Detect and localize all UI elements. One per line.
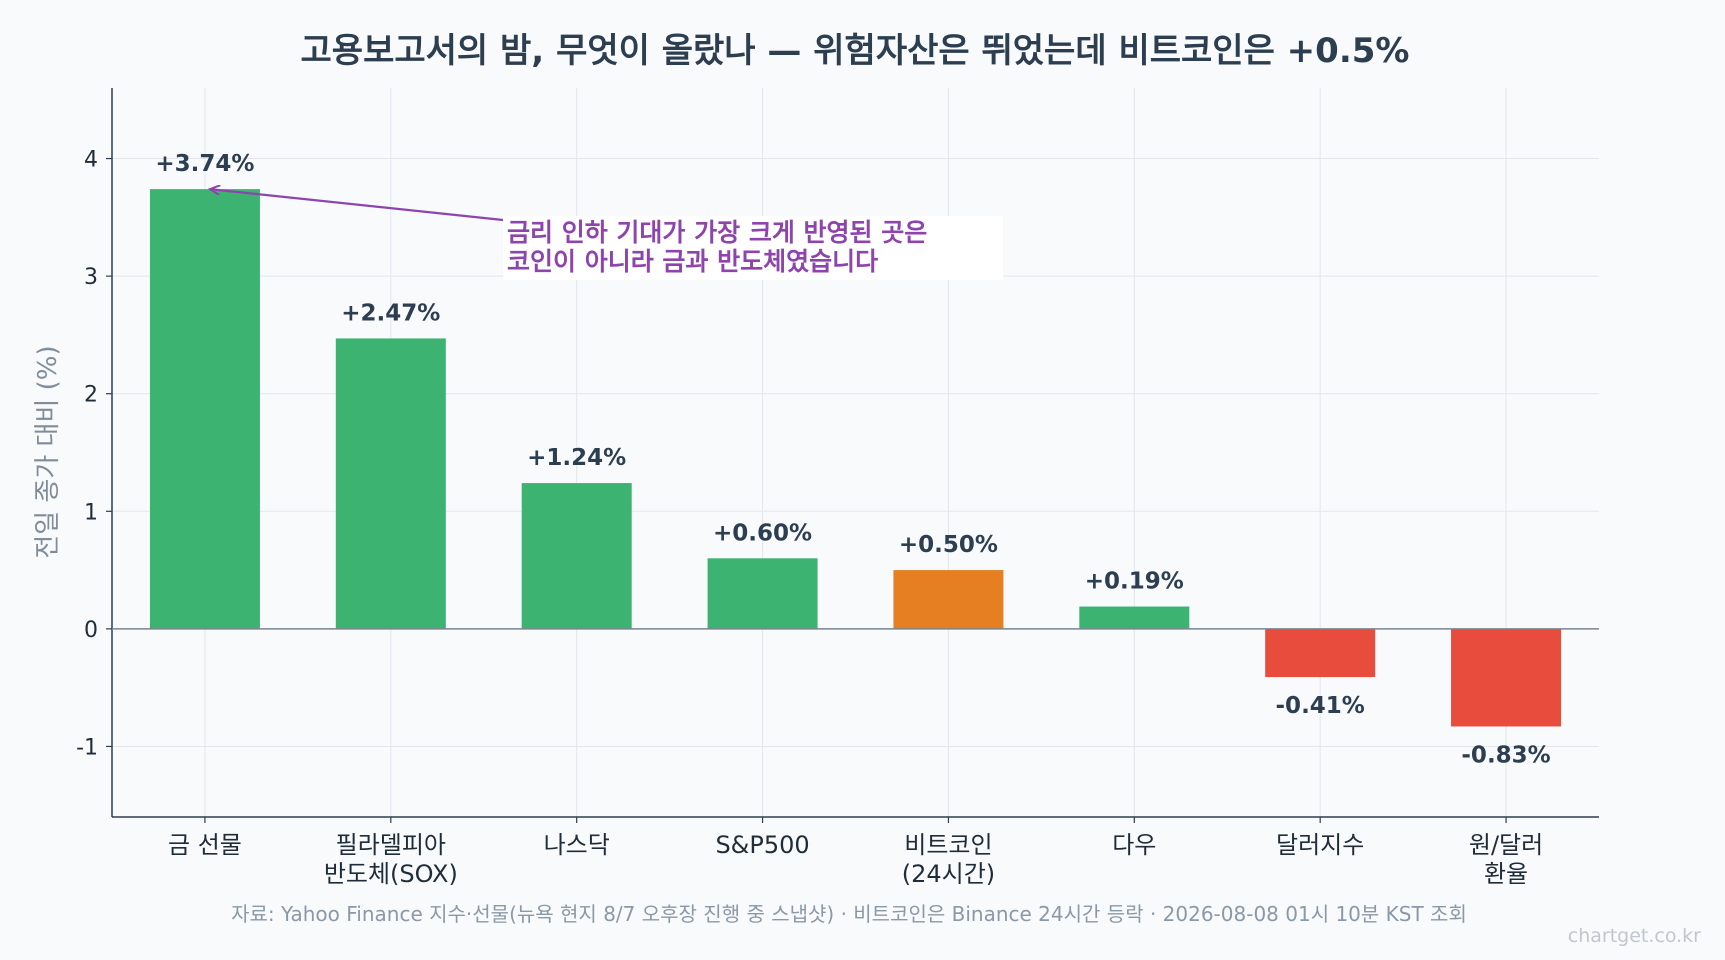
bar (1265, 628, 1376, 678)
data-label: +3.74% (155, 151, 254, 177)
data-label: +2.47% (341, 300, 440, 326)
y-tick-label: 1 (84, 500, 98, 525)
data-label: +0.60% (713, 520, 812, 546)
bar (1079, 606, 1190, 629)
grid (112, 88, 1599, 817)
y-tick-label: 2 (84, 383, 98, 408)
tick-labels: -1 0 1 2 3 4 금 선물 필라델피아 반도체(SOX) 나스닥 S&P500 비트코인 (24… (76, 148, 1543, 888)
annotation: 금리 인하 기대가 가장 크게 반영된 곳은 코인이 아니라 금과 반도체였습니다 (210, 189, 1003, 280)
annotation-text: 금리 인하 기대가 가장 크게 반영된 곳은 코인이 아니라 금과 반도체였습니다 (507, 218, 927, 276)
bar (893, 570, 1004, 629)
bar (335, 338, 446, 629)
data-label: -0.41% (1276, 693, 1365, 719)
data-label: +1.24% (527, 445, 626, 471)
annotation-arrow (210, 189, 504, 222)
data-label: +0.50% (899, 532, 998, 558)
x-tick-label: 나스닥 (544, 831, 610, 859)
x-tick-label: 달러지수 (1276, 831, 1364, 859)
data-label: -0.83% (1461, 742, 1550, 768)
y-axis-label: 전일 종가 대비 (%) (33, 345, 63, 558)
y-tick-label: 0 (84, 618, 98, 643)
data-labels: +3.74% +2.47% +1.24% +0.60% +0.50% +0.19% -0.4… (155, 151, 1550, 768)
x-tick-label: 필라델피아 반도체(SOX) (324, 831, 458, 888)
source-note: 자료: Yahoo Finance 지수·선물(뉴욕 현지 8/7 오후장 진행… (231, 902, 1467, 926)
bars (149, 189, 1562, 727)
bar (149, 189, 260, 629)
x-tick-label: S&P500 (715, 831, 809, 859)
axes (111, 88, 1599, 818)
bar (521, 483, 632, 629)
bar (707, 558, 818, 629)
y-tick-label: -1 (76, 735, 98, 760)
watermark: chartget.co.kr (1568, 925, 1701, 947)
x-tick-label: 다우 (1112, 831, 1156, 859)
x-tick-label: 금 선물 (168, 831, 242, 859)
data-label: +0.19% (1085, 569, 1184, 595)
bar (1451, 628, 1562, 727)
x-tick-label: 비트코인 (24시간) (902, 831, 995, 888)
x-tick-label: 원/달러 환율 (1469, 831, 1543, 888)
y-tick-label: 4 (84, 148, 98, 173)
y-tick-label: 3 (84, 265, 98, 290)
chart-title: 고용보고서의 밤, 무엇이 올랐나 — 위험자산은 뛰었는데 비트코인은 +0.… (301, 31, 1410, 71)
annotation-box (503, 216, 1003, 280)
